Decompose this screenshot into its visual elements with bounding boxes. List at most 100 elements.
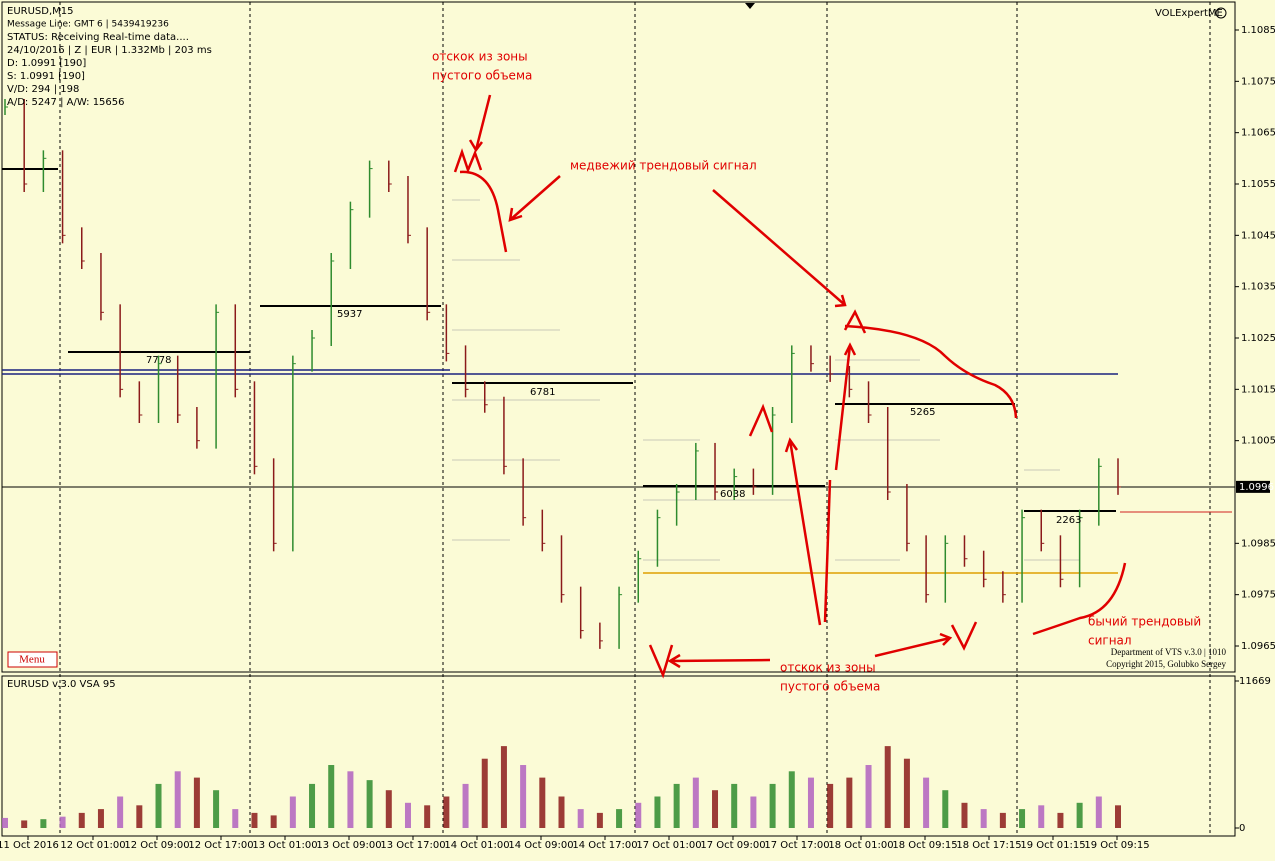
volume-bar <box>616 809 623 828</box>
volume-bar <box>1019 809 1026 828</box>
level-label: 5937 <box>337 309 362 320</box>
volume-bar <box>213 790 220 828</box>
volume-bar <box>673 783 680 828</box>
volume-bar <box>481 758 488 828</box>
volume-bar <box>97 809 104 828</box>
volume-bar <box>251 812 258 828</box>
annotation: бычий трендовый <box>1088 615 1201 629</box>
volume-bar <box>21 820 28 828</box>
volume-bar <box>366 780 373 828</box>
volume-bar <box>731 783 738 828</box>
x-tick-label: 13 Oct 01:00 <box>252 840 317 851</box>
volume-bar <box>289 796 296 828</box>
volume-bar <box>1038 805 1045 828</box>
annotation: пустого объема <box>432 69 532 83</box>
x-tick-label: 11 Oct 2016 <box>0 840 59 851</box>
volume-bar <box>712 790 719 828</box>
volume-bar <box>117 796 124 828</box>
volume-bar <box>232 809 239 828</box>
volume-bar <box>174 771 181 828</box>
x-tick-label: 14 Oct 17:00 <box>572 840 637 851</box>
y-tick-label: 1.1055 <box>1241 179 1275 190</box>
y-tick-label: 1.1075 <box>1241 76 1275 87</box>
level-label: 5265 <box>910 407 935 418</box>
volume-min-label: 0 <box>1239 823 1245 834</box>
volume-bar <box>1057 812 1064 828</box>
volume-bar <box>462 783 469 828</box>
level-label: 6038 <box>720 489 745 500</box>
y-tick-label: 1.0965 <box>1241 641 1275 652</box>
volume-bar <box>980 809 987 828</box>
volume-bar <box>59 816 66 828</box>
volume-bar <box>903 758 910 828</box>
volume-bar <box>193 777 200 828</box>
volume-bar <box>1115 805 1121 828</box>
volume-bar <box>596 812 603 828</box>
volume-bar <box>1095 796 1102 828</box>
level-label: 7778 <box>146 355 171 366</box>
x-tick-label: 19 Oct 01:15 <box>1020 840 1085 851</box>
info-line: D: 1.0991 [190] <box>7 58 86 69</box>
info-line: A/D: 5247 | A/W: 15656 <box>7 97 125 108</box>
annotation: отскок из зоны <box>780 661 876 675</box>
annotation: отскок из зоны <box>432 50 528 64</box>
smiley <box>1215 7 1227 19</box>
volume-bar <box>846 777 853 828</box>
y-tick-label: 1.0975 <box>1241 590 1275 601</box>
volume-bar <box>635 802 642 828</box>
volume-bar <box>865 765 872 828</box>
volume-bar <box>769 783 776 828</box>
volume-bar <box>558 796 565 828</box>
current-price-box <box>1236 480 1270 493</box>
annotation: сигнал <box>1088 634 1132 648</box>
menu-button[interactable] <box>7 651 58 668</box>
volume-bar <box>1076 802 1083 828</box>
x-tick-label: 14 Oct 01:00 <box>444 840 509 851</box>
x-tick-label: 13 Oct 09:00 <box>316 840 381 851</box>
volume-bar <box>424 805 431 828</box>
footer-line: Department of VTS v.3.0 | 1010 <box>1111 647 1227 657</box>
volume-bar <box>404 802 411 828</box>
levels <box>2 168 1235 574</box>
volume-bar <box>155 783 162 828</box>
axes: 1.1085 1.1075 1.1065 1.1055 1.1045 1.1035 1.10… <box>0 25 1275 851</box>
info-line: S: 1.0991 [190] <box>7 71 85 82</box>
y-tick-label: 1.1065 <box>1241 128 1275 139</box>
volume-bar <box>999 812 1006 828</box>
info-lines: EURUSD,M15 Message Line: GMT 6 | 5439419… <box>7 6 212 108</box>
brand: VOLExpertME <box>1155 8 1223 19</box>
annotation: пустого объема <box>780 680 880 694</box>
info-line: STATUS: Receiving Real-time data.... <box>7 32 189 43</box>
x-tick-label: 12 Oct 01:00 <box>60 840 125 851</box>
volume-bar <box>961 802 968 828</box>
volume-bar <box>40 819 47 828</box>
info-line: 24/10/2016 | Z | EUR | 1.332Mb | 203 ms <box>7 45 212 56</box>
volume-max-label: 11669 <box>1239 676 1271 687</box>
x-tick-label: 12 Oct 17:00 <box>188 840 253 851</box>
volume-bar <box>347 771 354 828</box>
y-tick-label: 1.1045 <box>1241 230 1275 241</box>
level-label: 6781 <box>530 387 555 398</box>
volume-bar <box>807 777 814 828</box>
volume-bar <box>309 783 316 828</box>
volume-bar <box>270 815 277 828</box>
annotations: отскок из зоны пустого объема медвежий т… <box>432 50 1201 694</box>
y-tick-label: 1.1035 <box>1241 282 1275 293</box>
y-tick-label: 1.1005 <box>1241 436 1275 447</box>
x-tick-label: 17 Oct 17:00 <box>764 840 829 851</box>
volume-bar <box>500 746 507 828</box>
volume-bar <box>520 765 527 828</box>
menu-label[interactable]: Menu <box>19 654 45 666</box>
info-line: V/D: 294 | 198 <box>7 84 79 95</box>
x-tick-label: 13 Oct 17:00 <box>380 840 445 851</box>
info-line: EURUSD,M15 <box>7 6 73 17</box>
volume-bar <box>692 777 699 828</box>
x-tick-label: 12 Oct 09:00 <box>124 840 189 851</box>
y-tick-label: 1.1085 <box>1241 25 1275 36</box>
price-bars <box>4 99 1121 649</box>
y-tick-label: 1.1015 <box>1241 384 1275 395</box>
x-tick-label: 17 Oct 09:00 <box>700 840 765 851</box>
